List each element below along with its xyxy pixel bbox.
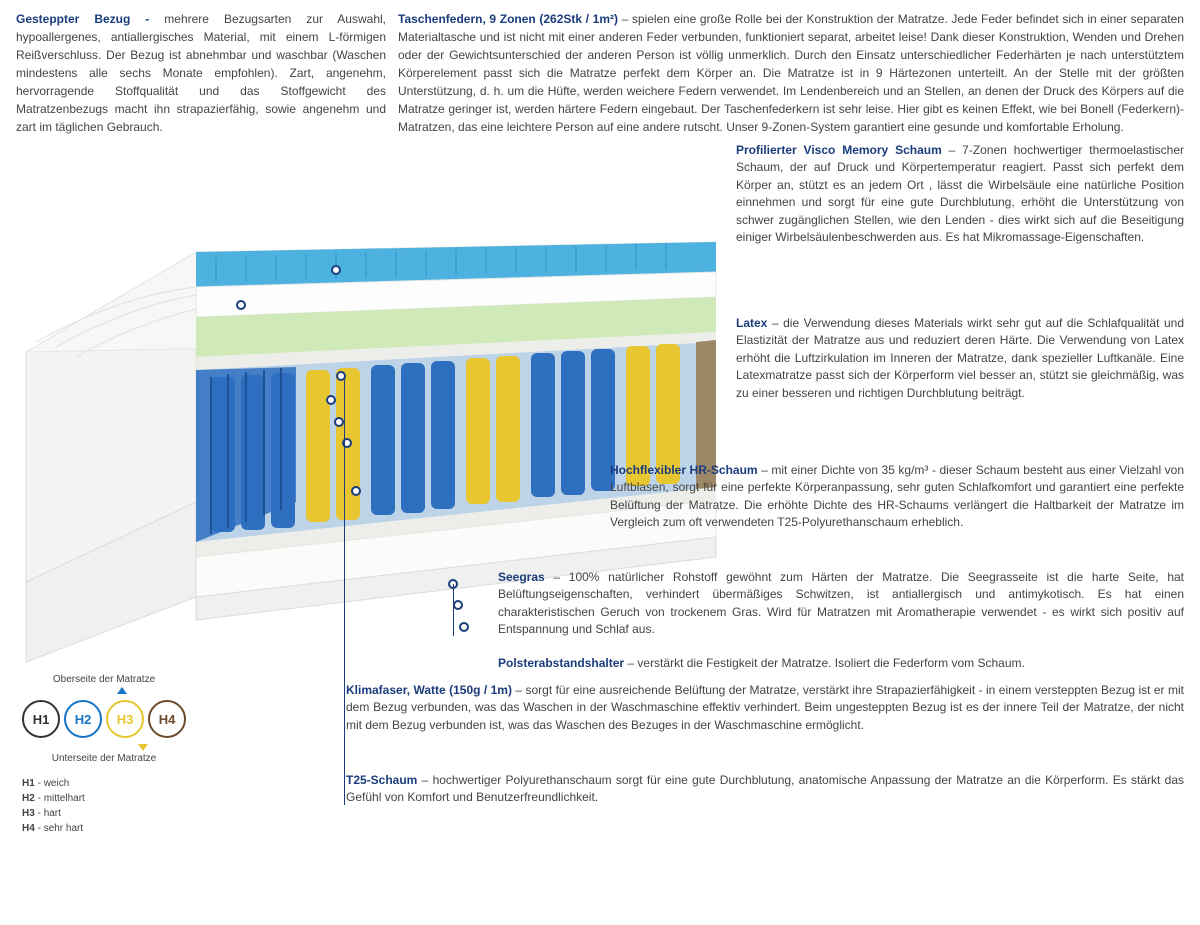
triangle-up-icon xyxy=(117,687,127,694)
springs-section: Taschenfedern, 9 Zonen (262Stk / 1m²) – … xyxy=(398,10,1184,136)
legend-h4: H4 - sehr hart xyxy=(22,823,186,834)
section-text: – 100% natürlicher Rohstoff gewöhnt zum … xyxy=(498,570,1184,636)
springs-text: – spielen eine große Rolle bei der Konst… xyxy=(398,12,1184,134)
indicator-t25 xyxy=(459,622,469,632)
section-title: Seegras xyxy=(498,570,545,584)
indicator-memory xyxy=(331,265,341,275)
cover-section: Gesteppter Bezug - mehrere Bezugsarten z… xyxy=(16,10,386,136)
leader-line xyxy=(453,584,454,636)
section-memory: Profilierter Visco Memory Schaum – 7-Zon… xyxy=(736,142,1184,246)
section-text: – 7-Zonen hochwertiger thermoelastischer… xyxy=(736,143,1184,244)
section-spacer: Polsterabstandshalter – verstärkt die Fe… xyxy=(498,655,1184,672)
indicator-hr xyxy=(334,417,344,427)
hardness-bottom-label: Unterseite der Matratze xyxy=(22,753,186,764)
section-title: T25-Schaum xyxy=(346,773,417,787)
hardness-h2: H2 xyxy=(64,700,102,738)
section-title: Klimafaser, Watte (150g / 1m) xyxy=(346,683,512,697)
hardness-h4: H4 xyxy=(148,700,186,738)
diagram-area: Profilierter Visco Memory Schaum – 7-Zon… xyxy=(16,142,1184,822)
cover-text: mehrere Bezugsarten zur Auswahl, hypoall… xyxy=(16,12,386,134)
section-text: – verstärkt die Festigkeit der Matratze.… xyxy=(624,656,1025,670)
hardness-h1: H1 xyxy=(22,700,60,738)
indicator-spacer-bottom xyxy=(453,600,463,610)
section-hr: Hochflexibler HR-Schaum – mit einer Dich… xyxy=(610,462,1184,532)
hardness-circles: H1 H2 H3 H4 xyxy=(22,700,186,738)
legend-h3: H3 - hart xyxy=(22,808,186,819)
triangle-down-icon xyxy=(138,744,148,751)
indicator-cover xyxy=(236,300,246,310)
section-title: Hochflexibler HR-Schaum xyxy=(610,463,758,477)
section-text: – hochwertiger Polyurethanschaum sorgt f… xyxy=(346,773,1184,804)
section-title: Latex xyxy=(736,316,767,330)
section-title: Polsterabstandshalter xyxy=(498,656,624,670)
indicator-latex xyxy=(326,395,336,405)
top-row: Gesteppter Bezug - mehrere Bezugsarten z… xyxy=(16,10,1184,136)
hardness-text-legend: H1 - weich H2 - mittelhart H3 - hart H4 … xyxy=(22,778,186,834)
hardness-top-label: Oberseite der Matratze xyxy=(22,674,186,685)
hardness-legend: Oberseite der Matratze H1 H2 H3 H4 Unter… xyxy=(22,672,186,834)
springs-title: Taschenfedern, 9 Zonen (262Stk / 1m²) xyxy=(398,12,618,26)
section-text: – die Verwendung dieses Materials wirkt … xyxy=(736,316,1184,400)
legend-h2: H2 - mittelhart xyxy=(22,793,186,804)
section-title: Profilierter Visco Memory Schaum xyxy=(736,143,942,157)
leader-line xyxy=(344,375,345,805)
hardness-h3: H3 xyxy=(106,700,144,738)
section-klimafaser: Klimafaser, Watte (150g / 1m) – sorgt fü… xyxy=(346,682,1184,734)
cover-title: Gesteppter Bezug - xyxy=(16,12,164,26)
section-seagrass: Seegras – 100% natürlicher Rohstoff gewö… xyxy=(498,569,1184,639)
section-latex: Latex – die Verwendung dieses Materials … xyxy=(736,315,1184,402)
section-t25: T25-Schaum – hochwertiger Polyurethansch… xyxy=(346,772,1184,807)
indicator-springs xyxy=(351,486,361,496)
legend-h1: H1 - weich xyxy=(22,778,186,789)
